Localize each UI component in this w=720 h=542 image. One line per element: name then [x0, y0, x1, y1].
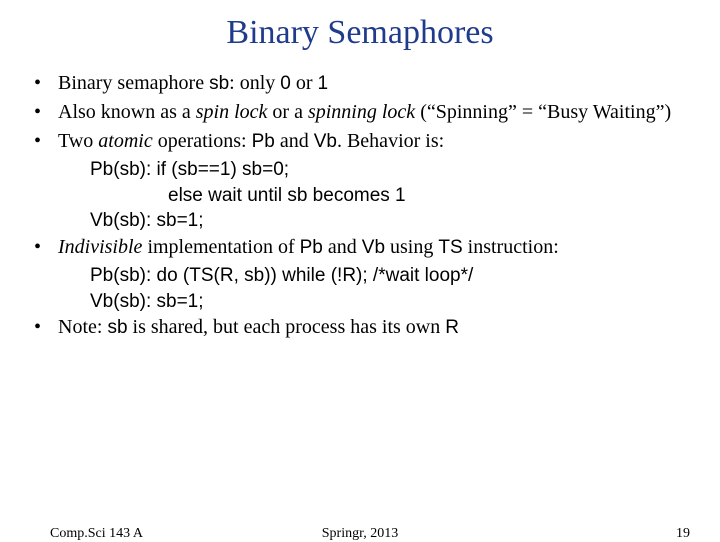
bullet-3-sub3: Vb(sb): sb=1; — [28, 208, 692, 234]
bullet-3: • Two atomic operations: Pb and Vb. Beha… — [28, 128, 692, 155]
bullet-text: Binary semaphore sb: only 0 or 1 — [58, 70, 692, 97]
page-title: Binary Semaphores — [0, 0, 720, 70]
bullet-marker: • — [28, 70, 58, 97]
bullet-4: • Indivisible implementation of Pb and V… — [28, 234, 692, 261]
bullet-5: • Note: sb is shared, but each process h… — [28, 314, 692, 341]
slide-content: • Binary semaphore sb: only 0 or 1 • Als… — [0, 70, 720, 341]
bullet-text: Note: sb is shared, but each process has… — [58, 314, 692, 341]
bullet-text: Two atomic operations: Pb and Vb. Behavi… — [58, 128, 692, 155]
bullet-text: Also known as a spin lock or a spinning … — [58, 99, 692, 126]
bullet-2: • Also known as a spin lock or a spinnin… — [28, 99, 692, 126]
bullet-text: Indivisible implementation of Pb and Vb … — [58, 234, 692, 261]
bullet-1: • Binary semaphore sb: only 0 or 1 — [28, 70, 692, 97]
bullet-3-sub2: else wait until sb becomes 1 — [28, 183, 692, 209]
bullet-marker: • — [28, 99, 58, 126]
bullet-3-sub1: Pb(sb): if (sb==1) sb=0; — [28, 157, 692, 183]
bullet-marker: • — [28, 128, 58, 155]
bullet-marker: • — [28, 234, 58, 261]
bullet-4-sub1: Pb(sb): do (TS(R, sb)) while (!R); /*wai… — [28, 263, 692, 289]
bullet-4-sub2: Vb(sb): sb=1; — [28, 289, 692, 315]
bullet-marker: • — [28, 314, 58, 341]
